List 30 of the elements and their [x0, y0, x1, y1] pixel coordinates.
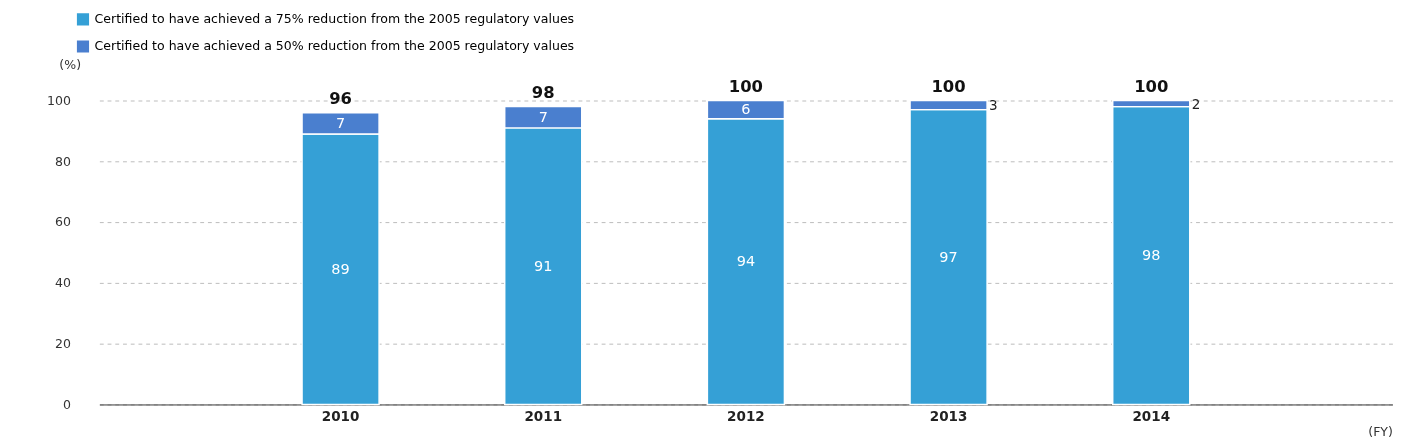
total-label: 96	[329, 89, 352, 108]
total-label: 100	[1134, 76, 1169, 96]
total-label: 98	[531, 82, 555, 102]
data-label: 94	[736, 253, 756, 270]
x-tick-label: 2013	[929, 408, 968, 425]
x-tick-label: 2012	[727, 408, 765, 425]
x-tick-label: 2010	[321, 408, 360, 425]
data-label: 97	[939, 248, 958, 265]
data-label: 6	[741, 101, 751, 118]
x-tick-label: 2011	[524, 408, 563, 425]
data-label: 91	[534, 258, 553, 274]
data-label: 2	[1191, 95, 1201, 112]
data-label: 89	[331, 261, 350, 278]
data-label: 3	[989, 97, 998, 114]
y-tick-label: 40	[54, 275, 71, 291]
total-label: 100	[931, 76, 966, 96]
total-label: 100	[728, 76, 764, 96]
data-label: 7	[538, 109, 548, 126]
y-tick-label: 60	[54, 214, 71, 230]
data-label: 7	[335, 115, 346, 132]
legend-label: Certified to have achieved a 75% reduction from the 2005 regulatory values	[94, 11, 575, 27]
y-tick-label: 0	[62, 396, 71, 412]
y-tick-label: 80	[54, 153, 71, 169]
y-tick-label: 20	[54, 336, 71, 352]
x-tick-label: 2014	[1132, 408, 1171, 425]
x-axis-title: (FY)	[1368, 423, 1393, 439]
legend-label: Certified to have achieved a 50% reduction from the 2005 regulatory values	[94, 38, 575, 54]
y-tick-label: 100	[47, 92, 71, 108]
y-axis-title: (%)	[59, 57, 82, 73]
data-label: 98	[1142, 247, 1161, 264]
